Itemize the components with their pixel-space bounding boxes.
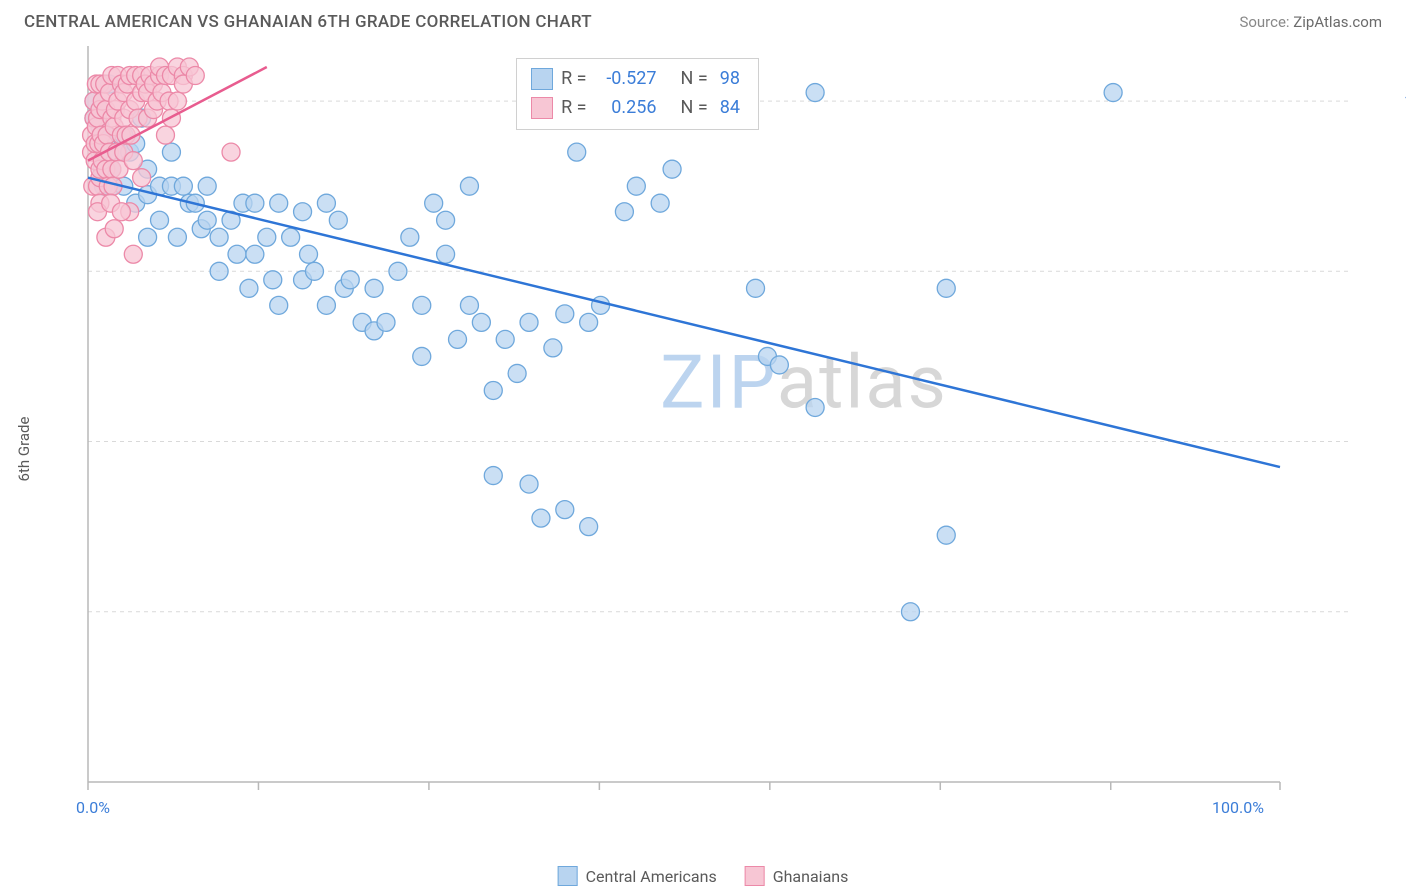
source-label: Source: [1239, 13, 1289, 31]
y-axis-label: 6th Grade [15, 417, 33, 482]
series-legend-item: Central Americans [558, 866, 717, 886]
r-value: -0.527 [599, 65, 657, 94]
series-legend: Central Americans Ghanaians [558, 866, 849, 886]
x-tick-label: 0.0% [76, 798, 110, 817]
series-legend-label: Central Americans [586, 867, 717, 886]
legend-swatch [558, 866, 578, 886]
n-value: 84 [720, 94, 740, 123]
chart-title: CENTRAL AMERICAN VS GHANAIAN 6TH GRADE C… [24, 12, 592, 32]
legend-swatch [531, 68, 553, 90]
r-value: 0.256 [599, 94, 657, 123]
chart-source: Source: ZipAtlas.com [1239, 13, 1382, 31]
series-legend-label: Ghanaians [773, 867, 849, 886]
n-value: 98 [720, 65, 740, 94]
r-label: R = [561, 65, 586, 94]
x-tick-label: 100.0% [1212, 798, 1264, 817]
stats-legend-row: R = -0.527 N = 98 [531, 65, 744, 94]
stats-legend: R = -0.527 N = 98 R = 0.256 N = 84 [516, 58, 759, 130]
chart-header: CENTRAL AMERICAN VS GHANAIAN 6TH GRADE C… [0, 0, 1406, 40]
n-label: N = [681, 94, 708, 123]
series-legend-item: Ghanaians [745, 866, 849, 886]
chart-area: ZIPatlas R = -0.527 N = 98 R = 0.256 N =… [70, 40, 1382, 830]
legend-swatch [531, 97, 553, 119]
r-label: R = [561, 94, 586, 123]
n-label: N = [681, 65, 708, 94]
legend-swatch [745, 866, 765, 886]
scatter-plot: ZIPatlas [70, 40, 1382, 830]
source-value: ZipAtlas.com [1293, 13, 1382, 31]
stats-legend-row: R = 0.256 N = 84 [531, 94, 744, 123]
